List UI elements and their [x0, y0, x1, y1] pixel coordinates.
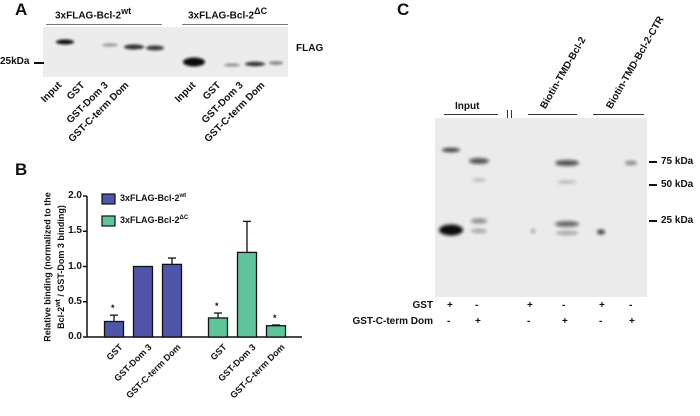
significance-marker: *: [215, 301, 219, 312]
condition-mark: +: [562, 316, 568, 327]
condition-mark: +: [527, 300, 533, 311]
antibody-label: FLAG: [296, 43, 324, 54]
group-line: [528, 114, 577, 115]
panel-c-label: C: [397, 0, 410, 19]
legend-swatch: [101, 193, 116, 205]
group-label-dc: 3xFLAG-Bcl-2ΔC: [188, 6, 267, 21]
condition-mark: -: [527, 316, 531, 327]
y-tick-label: 0.5: [68, 295, 82, 307]
legend-entry: 3xFLAG-Bcl-2ΔC: [120, 215, 188, 225]
legend-entry: 3xFLAG-Bcl-2wt: [120, 193, 186, 203]
bar: [161, 263, 183, 338]
group-text: 3xFLAG-Bcl-2: [188, 10, 255, 22]
marker-tick: [34, 62, 44, 64]
condition-mark: -: [562, 300, 566, 311]
significance-marker: *: [273, 313, 277, 323]
y-tick-label: 1.0: [68, 260, 82, 272]
panel-a-label: A: [15, 0, 28, 19]
group-sup: ΔC: [254, 6, 268, 16]
group-sup: wt: [121, 6, 132, 16]
lane-break-marker: [507, 110, 512, 124]
condition-mark: -: [447, 316, 451, 327]
legend-text: 3xFLAG-Bcl-2: [120, 215, 180, 225]
condition-mark: +: [599, 300, 605, 311]
bar: [103, 320, 125, 338]
marker-25kda-c: 25 kDa: [661, 215, 694, 226]
legend-swatch: [101, 215, 116, 227]
condition-mark: +: [475, 316, 481, 327]
panel-b-label: B: [15, 160, 28, 179]
input-label: Input: [455, 101, 480, 112]
condition-mark: -: [629, 300, 633, 311]
condition-row-label: GST-C-term Dom: [352, 316, 433, 327]
group-text: 3xFLAG-Bcl-2: [55, 10, 122, 22]
y-tick-label: 1.5: [68, 225, 82, 237]
legend-text: 3xFLAG-Bcl-2: [120, 193, 180, 203]
condition-mark: +: [447, 300, 453, 311]
group-line: [444, 114, 498, 115]
western-blot-a: [43, 27, 288, 77]
western-blot-c: [435, 118, 647, 297]
condition-mark: +: [629, 316, 635, 327]
marker-tick: [649, 220, 657, 222]
condition-row-label: GST: [412, 300, 433, 311]
bar: [132, 265, 154, 338]
group-label-wt: 3xFLAG-Bcl-2wt: [55, 6, 131, 21]
bar: [207, 317, 229, 338]
legend-sup: ΔC: [179, 215, 189, 221]
marker-tick: [649, 184, 657, 186]
condition-mark: -: [599, 316, 603, 327]
y-tick-label: 0.0: [68, 331, 82, 342]
legend-sup: wt: [179, 193, 187, 199]
marker-tick: [649, 161, 657, 163]
bar: [236, 251, 258, 338]
marker-50kda: 50 kDa: [661, 179, 694, 190]
condition-mark: -: [475, 300, 479, 311]
y-tick-label: 2.0: [68, 190, 82, 201]
marker-75kda: 75 kDa: [661, 156, 694, 167]
bar: [265, 325, 287, 338]
group-line: [182, 24, 288, 25]
group-line: [46, 24, 162, 25]
group-line: [593, 114, 644, 115]
significance-marker: *: [111, 303, 115, 314]
marker-25kda: 25kDa: [0, 56, 30, 67]
